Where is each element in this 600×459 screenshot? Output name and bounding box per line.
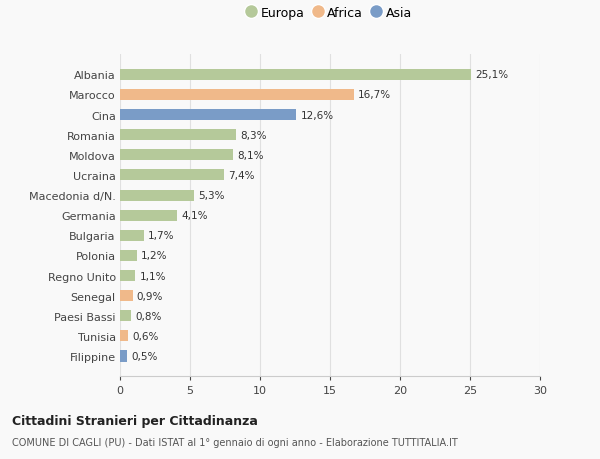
Text: 0,6%: 0,6% (133, 331, 159, 341)
Bar (120, 351, 127, 362)
Text: 4,1%: 4,1% (182, 211, 208, 221)
Bar (120, 90, 354, 101)
Bar (120, 190, 194, 201)
Text: 1,7%: 1,7% (148, 231, 175, 241)
Bar (120, 270, 136, 281)
Text: 1,1%: 1,1% (140, 271, 166, 281)
Bar (120, 230, 144, 241)
Bar (120, 170, 224, 181)
Text: 0,5%: 0,5% (131, 351, 158, 361)
Legend: Europa, Africa, Asia: Europa, Africa, Asia (245, 4, 415, 24)
Text: 0,9%: 0,9% (137, 291, 163, 301)
Text: 0,8%: 0,8% (136, 311, 162, 321)
Bar (120, 250, 137, 262)
Text: 12,6%: 12,6% (301, 110, 334, 120)
Bar (120, 150, 233, 161)
Text: 7,4%: 7,4% (228, 171, 254, 180)
Bar (120, 70, 472, 81)
Text: 16,7%: 16,7% (358, 90, 391, 100)
Text: 8,3%: 8,3% (241, 130, 267, 140)
Bar (120, 130, 236, 141)
Bar (120, 210, 178, 221)
Text: 25,1%: 25,1% (476, 70, 509, 80)
Text: Cittadini Stranieri per Cittadinanza: Cittadini Stranieri per Cittadinanza (12, 414, 258, 428)
Bar (120, 291, 133, 302)
Text: 5,3%: 5,3% (199, 190, 225, 201)
Text: 8,1%: 8,1% (238, 151, 264, 161)
Text: 1,2%: 1,2% (141, 251, 167, 261)
Bar (120, 311, 131, 322)
Bar (120, 110, 296, 121)
Text: COMUNE DI CAGLI (PU) - Dati ISTAT al 1° gennaio di ogni anno - Elaborazione TUTT: COMUNE DI CAGLI (PU) - Dati ISTAT al 1° … (12, 437, 458, 447)
Bar (120, 330, 128, 341)
